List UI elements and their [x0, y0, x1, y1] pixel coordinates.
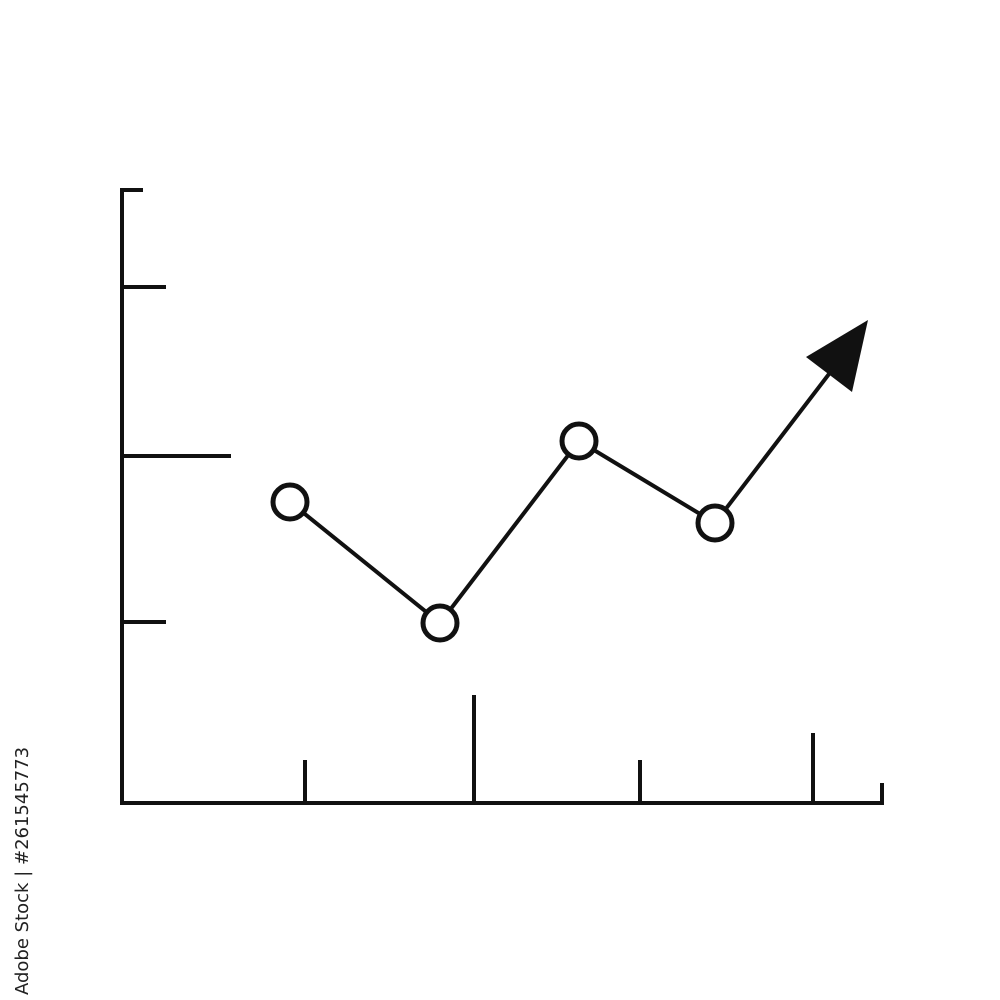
- arrowhead-icon: [806, 320, 868, 392]
- data-point: [559, 421, 599, 461]
- x-axis: [120, 783, 884, 805]
- data-point: [695, 503, 735, 543]
- stock-id-watermark: Adobe Stock | #261545773: [12, 746, 33, 995]
- data-point: [420, 603, 460, 643]
- y-axis: [120, 188, 143, 805]
- data-point: [270, 482, 310, 522]
- trend-line: [288, 355, 844, 626]
